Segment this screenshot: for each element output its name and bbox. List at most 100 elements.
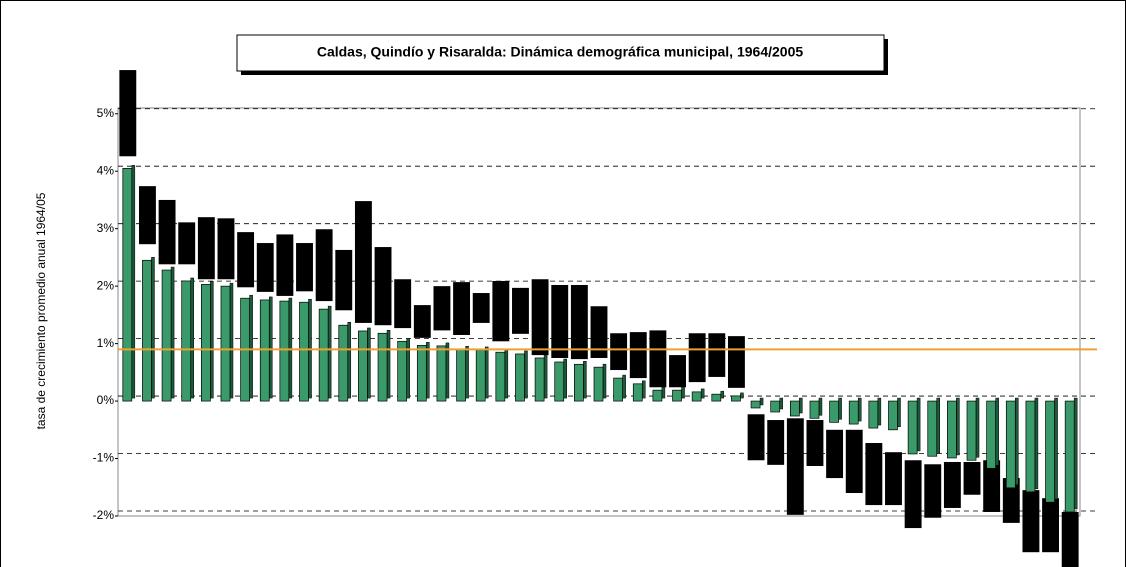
bar: [632, 383, 643, 402]
range-box: [433, 286, 451, 331]
bar: [691, 391, 702, 402]
range-box: [394, 279, 412, 329]
bar: [731, 395, 741, 402]
range-box: [963, 461, 981, 495]
bar-side: [857, 397, 862, 422]
range-box: [570, 284, 588, 360]
bar: [672, 389, 682, 402]
range-box: [767, 420, 785, 465]
bar-side: [877, 397, 882, 426]
bar-side: [367, 327, 371, 399]
range-box: [335, 249, 353, 311]
bar: [554, 361, 565, 402]
bar-side: [740, 392, 744, 399]
bar: [888, 400, 898, 431]
bar-side: [190, 277, 194, 399]
bar-side: [936, 397, 941, 454]
range-box: [276, 234, 294, 296]
range-box: [629, 332, 647, 379]
range-box: [786, 418, 804, 515]
bar: [475, 349, 486, 402]
bar: [1045, 400, 1055, 503]
bar-side: [700, 388, 705, 399]
range-box: [492, 280, 510, 342]
bar: [142, 259, 152, 402]
bar: [789, 400, 800, 417]
range-box: [688, 333, 706, 383]
bar-side: [642, 380, 646, 399]
y-tick-label: -2%: [93, 508, 115, 522]
bar: [456, 349, 466, 402]
bar-side: [386, 330, 391, 399]
bar: [652, 389, 663, 402]
plot-area: [117, 107, 1081, 517]
range-box: [315, 229, 333, 302]
bar: [534, 357, 545, 402]
bar-side: [1073, 397, 1078, 510]
bar-side: [1015, 397, 1019, 486]
y-tick-label: 2%: [97, 278, 115, 292]
bar: [986, 400, 997, 469]
range-box: [1002, 478, 1020, 523]
bar: [220, 285, 231, 402]
bar-side: [681, 386, 685, 399]
bar: [750, 400, 761, 409]
range-box: [727, 336, 745, 388]
bar: [122, 167, 133, 402]
bar: [770, 400, 781, 413]
bar: [259, 299, 270, 402]
bar: [358, 330, 368, 402]
bar: [200, 284, 211, 402]
bar: [318, 308, 329, 402]
y-tick-label: 3%: [97, 221, 115, 235]
range-box: [649, 330, 667, 388]
bar-side: [406, 338, 410, 399]
chart-title: Caldas, Quindío y Risaralda: Dinámica de…: [317, 44, 804, 60]
bar: [1025, 400, 1036, 493]
range-box: [708, 333, 726, 377]
bar: [397, 340, 408, 402]
bar-side: [818, 397, 823, 416]
bar-side: [465, 346, 469, 399]
bar: [966, 400, 977, 461]
bar-side: [916, 397, 921, 452]
range-box: [826, 429, 844, 479]
bar-side: [995, 397, 999, 466]
bar-side: [838, 397, 842, 420]
bar: [181, 280, 192, 402]
range-box: [610, 333, 628, 371]
range-box: [924, 464, 942, 518]
bar: [279, 300, 290, 402]
bar-side: [583, 361, 587, 399]
range-box: [217, 218, 235, 280]
bar-side: [1034, 397, 1039, 490]
bar-side: [661, 386, 666, 399]
range-box: [1042, 498, 1059, 553]
bar: [574, 363, 584, 402]
bar-side: [170, 266, 175, 399]
bar: [299, 301, 309, 402]
bar-side: [524, 350, 528, 399]
range-box: [1022, 490, 1040, 553]
bar-side: [622, 374, 626, 399]
bar: [848, 400, 859, 425]
bar: [161, 269, 172, 402]
bar-side: [131, 165, 136, 399]
range-box: [590, 306, 608, 358]
bar-side: [288, 297, 293, 399]
bar: [809, 400, 820, 419]
bar: [1064, 400, 1075, 513]
bar-side: [151, 257, 155, 399]
bar-side: [210, 281, 214, 399]
y-tick-label: 4%: [97, 163, 115, 177]
bar: [711, 393, 722, 402]
bar-side: [602, 363, 607, 399]
bar-side: [563, 358, 567, 399]
range-box: [1061, 511, 1079, 567]
range-box: [158, 199, 176, 265]
range-box: [237, 232, 255, 288]
range-box: [354, 201, 372, 323]
range-box: [845, 429, 863, 494]
bar: [947, 400, 957, 459]
